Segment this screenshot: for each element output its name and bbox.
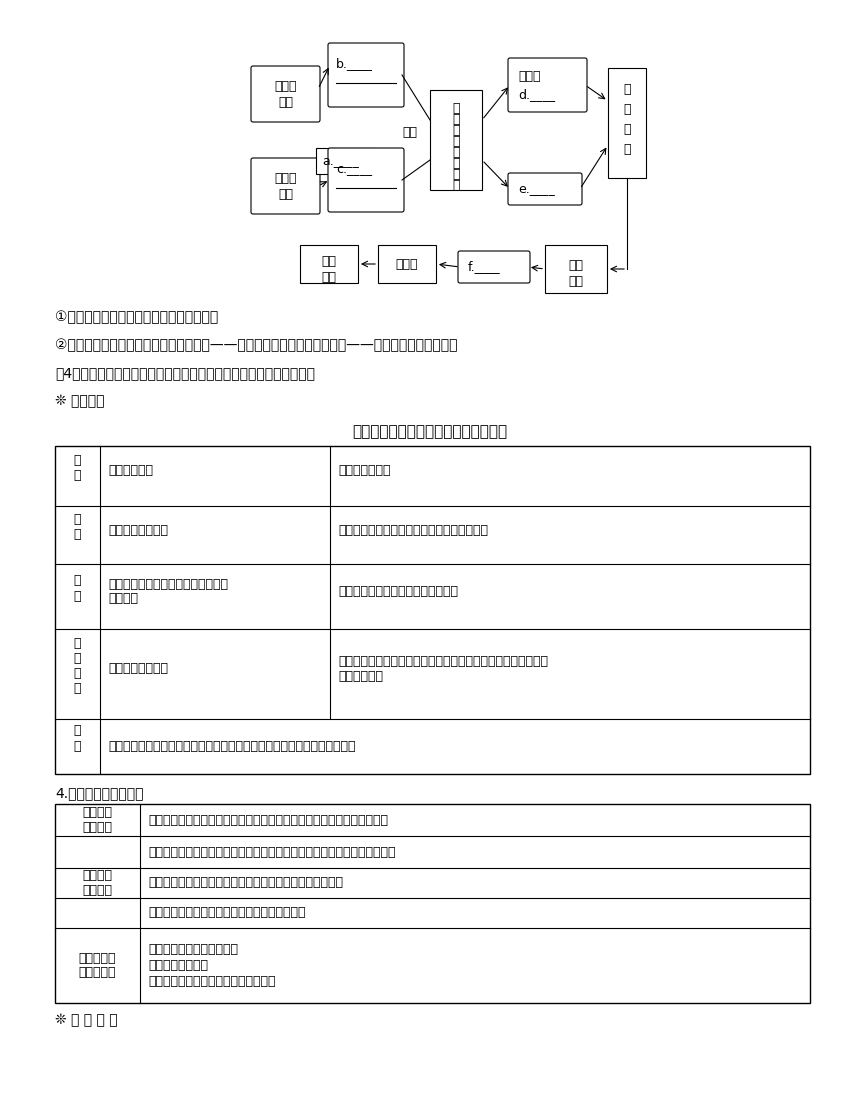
Text: 小植株: 小植株 bbox=[396, 258, 418, 271]
Text: 关
系: 关 系 bbox=[74, 725, 81, 753]
Text: 原理：细胞增殖；: 原理：细胞增殖； bbox=[148, 959, 208, 972]
Text: 植物组织培养是植物体细胞杂交的基础，植物体细胞杂交所用的技术更复杂: 植物组织培养是植物体细胞杂交的基础，植物体细胞杂交所用的技术更复杂 bbox=[108, 740, 355, 753]
Text: c.____: c.____ bbox=[336, 162, 372, 175]
FancyBboxPatch shape bbox=[328, 148, 404, 212]
Text: 细胞产物的
工厂化生产: 细胞产物的 工厂化生产 bbox=[79, 951, 116, 979]
Text: 除脱分化、再分化外，还要用酶解法去除细胞壁，用一定的方法
诱导细胞融合: 除脱分化、再分化外，还要用酶解法去除细胞壁，用一定的方法 诱导细胞融合 bbox=[338, 655, 548, 683]
Text: 突变体的利用（原理：基因突变、细胞全能性）: 突变体的利用（原理：基因突变、细胞全能性） bbox=[148, 907, 305, 919]
Text: 作物脱毒：利用植物顶端＿＿＿＿附近（如茎尖）进行组织培养获得脱毒苗: 作物脱毒：利用植物顶端＿＿＿＿附近（如茎尖）进行组织培养获得脱毒苗 bbox=[148, 846, 396, 858]
Text: 植物组织培养和植物体细胞杂交的比较: 植物组织培养和植物体细胞杂交的比较 bbox=[353, 424, 507, 438]
Text: 名
称: 名 称 bbox=[74, 454, 81, 482]
Text: 再生出: 再生出 bbox=[518, 70, 540, 83]
Bar bbox=[608, 68, 646, 178]
Text: 融: 融 bbox=[452, 102, 460, 115]
FancyBboxPatch shape bbox=[251, 65, 320, 122]
Text: ❊ 特 别 提 醒: ❊ 特 别 提 醒 bbox=[55, 1013, 118, 1027]
Bar bbox=[300, 245, 358, 283]
FancyBboxPatch shape bbox=[458, 251, 530, 283]
Text: 原
理: 原 理 bbox=[74, 513, 81, 541]
Text: e.____: e.____ bbox=[518, 182, 555, 195]
Text: 组织: 组织 bbox=[568, 275, 583, 287]
Text: 后: 后 bbox=[452, 124, 460, 137]
Text: 4.植物细胞工程的应用: 4.植物细胞工程的应用 bbox=[55, 786, 144, 800]
Text: 体: 体 bbox=[452, 179, 460, 192]
Text: 选取根尖、茎尖形成层部位最容易诱
导脱分化: 选取根尖、茎尖形成层部位最容易诱 导脱分化 bbox=[108, 577, 228, 605]
Text: 胞乙: 胞乙 bbox=[278, 188, 293, 201]
Text: 技
术
操
作: 技 术 操 作 bbox=[74, 637, 81, 695]
Text: a.____: a.____ bbox=[322, 154, 359, 168]
Text: 胞甲: 胞甲 bbox=[278, 95, 293, 109]
Text: 脱分化、再分化等: 脱分化、再分化等 bbox=[108, 663, 168, 676]
Bar bbox=[55, 446, 810, 774]
Text: 植物组织培养: 植物组织培养 bbox=[108, 464, 153, 477]
Bar bbox=[378, 245, 436, 283]
Text: ❊ 归纳总结: ❊ 归纳总结 bbox=[55, 394, 105, 408]
Text: 植物繁殖
的新途径: 植物繁殖 的新途径 bbox=[83, 806, 113, 834]
Text: 作物新品
种的培育: 作物新品 种的培育 bbox=[83, 869, 113, 897]
Text: 选
材: 选 材 bbox=[74, 575, 81, 603]
Text: 质: 质 bbox=[452, 168, 460, 181]
Text: 细胞膜具有一定的流动性和植物细胞的全能性: 细胞膜具有一定的流动性和植物细胞的全能性 bbox=[338, 524, 488, 536]
Text: 单倍体育种（原理：＿＿＿＿＿＿＿＿变异、细胞全能性）: 单倍体育种（原理：＿＿＿＿＿＿＿＿变异、细胞全能性） bbox=[148, 877, 343, 889]
Text: d.____: d.____ bbox=[518, 88, 555, 101]
Text: 植物体细胞杂交: 植物体细胞杂交 bbox=[338, 464, 390, 477]
FancyBboxPatch shape bbox=[508, 173, 582, 205]
Text: 细: 细 bbox=[624, 123, 630, 137]
FancyBboxPatch shape bbox=[508, 58, 587, 112]
Text: 举例：人参皂苷、紫杉醇的工厂化生产: 举例：人参皂苷、紫杉醇的工厂化生产 bbox=[148, 975, 275, 988]
Text: 方法：植物＿＿＿＿＿＿；: 方法：植物＿＿＿＿＿＿； bbox=[148, 944, 238, 956]
Text: 快速繁殖：高效快速地实现种苗的大量繁殖，保持优良品种的＿＿＿＿＿: 快速繁殖：高效快速地实现种苗的大量繁殖，保持优良品种的＿＿＿＿＿ bbox=[148, 814, 388, 827]
Text: 融合: 融合 bbox=[402, 125, 417, 139]
Text: f.____: f.____ bbox=[468, 261, 501, 273]
Text: 杂种: 杂种 bbox=[322, 255, 336, 268]
FancyBboxPatch shape bbox=[328, 43, 404, 107]
Bar bbox=[545, 245, 607, 293]
Text: （4）优势：打破＿＿＿＿，实现＿＿＿＿育种，培育植物新品种等。: （4）优势：打破＿＿＿＿，实现＿＿＿＿育种，培育植物新品种等。 bbox=[55, 366, 315, 380]
Text: 生: 生 bbox=[452, 157, 460, 170]
Text: 胞: 胞 bbox=[624, 143, 630, 157]
Text: b.____: b.____ bbox=[336, 57, 373, 70]
FancyBboxPatch shape bbox=[251, 158, 320, 214]
Text: 植物细: 植物细 bbox=[274, 80, 297, 92]
Text: 不同植物细胞融合后形成的杂种细胞: 不同植物细胞融合后形成的杂种细胞 bbox=[338, 585, 458, 598]
Text: ①去壁方法：用＿＿＿＿＿＿＿＿＿处理。: ①去壁方法：用＿＿＿＿＿＿＿＿＿处理。 bbox=[55, 310, 218, 324]
Text: 愈伤: 愈伤 bbox=[568, 259, 583, 272]
Text: 植株: 植株 bbox=[322, 271, 336, 284]
Bar bbox=[430, 90, 482, 190]
Text: 合: 合 bbox=[452, 113, 460, 127]
Text: 种: 种 bbox=[624, 103, 630, 117]
Bar bbox=[55, 804, 810, 1003]
Bar bbox=[316, 148, 374, 174]
Text: ②诱导植物原生质体融合的方法：物理法——离心法、＿＿＿＿等；化学法——＿＿＿＿＿＿＿＿等。: ②诱导植物原生质体融合的方法：物理法——离心法、＿＿＿＿等；化学法——＿＿＿＿＿… bbox=[55, 339, 458, 352]
Text: 植物细: 植物细 bbox=[274, 172, 297, 184]
Text: 植物细胞的全能性: 植物细胞的全能性 bbox=[108, 524, 168, 536]
Text: 杂: 杂 bbox=[624, 83, 630, 95]
Text: 原: 原 bbox=[452, 147, 460, 159]
Text: 的: 的 bbox=[452, 135, 460, 148]
